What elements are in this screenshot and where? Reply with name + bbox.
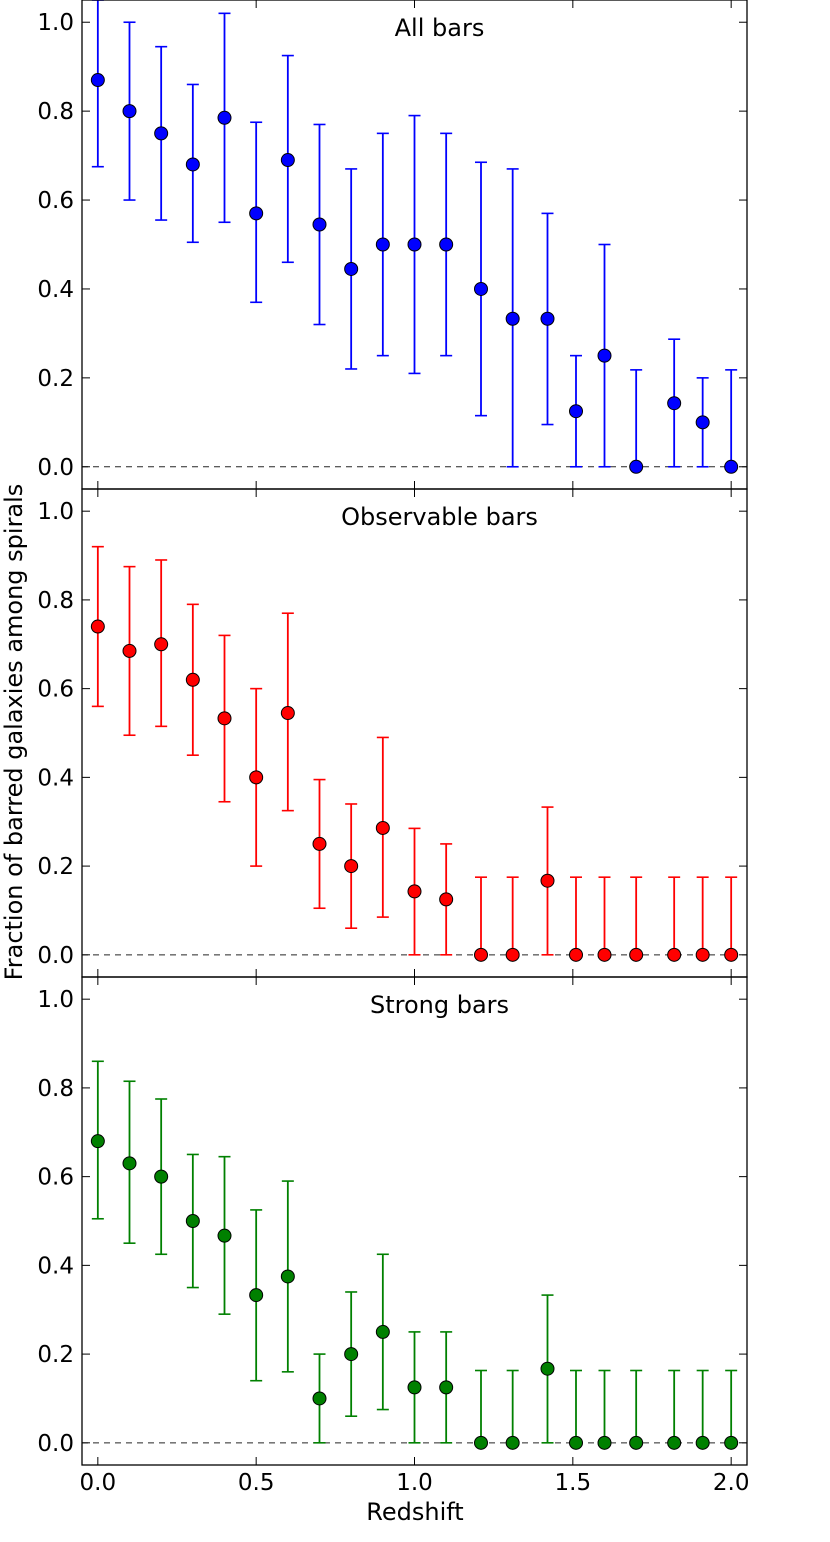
- data-point: [90, 619, 105, 634]
- x-tick-label: 1.0: [396, 1470, 433, 1496]
- y-tick-label: 0.2: [37, 366, 74, 392]
- panel-3: 0.0 0.2 0.4 0.6 0.8 1.0 0.0 0.5 1.0 1.5 2.0 Strong …: [37, 976, 750, 1496]
- data-point: [597, 348, 612, 363]
- y-tick-label: 0.0: [37, 943, 74, 969]
- y-tick-label: 0.2: [37, 1342, 74, 1368]
- y-tick-label: 0.8: [37, 1076, 74, 1102]
- data-point: [540, 311, 555, 326]
- data-point: [667, 947, 682, 962]
- data-point: [312, 1391, 327, 1406]
- data-point: [695, 1435, 710, 1450]
- data-point: [122, 643, 137, 658]
- data-point: [217, 110, 232, 125]
- panel-frame: [81, 976, 748, 1466]
- x-tick-label: 1.5: [555, 1470, 592, 1496]
- data-point: [695, 415, 710, 430]
- data-point: [185, 1214, 200, 1228]
- data-point: [90, 73, 105, 88]
- data-point: [474, 281, 488, 296]
- y-tick-label: 0.2: [37, 854, 74, 880]
- data-point: [122, 1156, 137, 1171]
- panel-2: 0.0 0.2 0.4 0.6 0.8 1.0 Observable bars: [37, 488, 748, 978]
- data-point: [280, 706, 295, 721]
- data-point: [597, 947, 612, 962]
- x-tick-label: 0.5: [238, 1470, 275, 1496]
- data-point: [344, 859, 359, 874]
- data-point: [629, 459, 644, 474]
- data-point: [597, 1435, 612, 1450]
- panel-title: Strong bars: [370, 991, 509, 1019]
- data-point: [217, 1228, 232, 1243]
- data-point: [280, 153, 295, 168]
- data-point: [629, 1435, 644, 1450]
- y-tick-label: 0.8: [37, 99, 74, 125]
- data-point: [122, 104, 137, 119]
- data-point: [540, 873, 555, 888]
- data-point: [629, 947, 644, 962]
- data-point: [540, 1361, 555, 1376]
- data-point: [505, 947, 520, 962]
- data-point: [312, 217, 327, 232]
- data-point: [280, 1269, 295, 1284]
- data-point: [344, 261, 359, 276]
- data-point: [249, 206, 264, 221]
- data-point: [407, 237, 422, 252]
- y-tick-label: 0.6: [37, 1165, 74, 1191]
- data-point: [375, 820, 390, 835]
- data-point: [695, 947, 710, 962]
- data-point: [90, 1134, 105, 1149]
- data-series: [90, 0, 739, 474]
- panel-title: All bars: [395, 14, 485, 42]
- data-point: [217, 711, 232, 726]
- data-point: [439, 237, 454, 252]
- y-tick-label: 1.0: [37, 10, 74, 36]
- y-tick-label: 1.0: [37, 987, 74, 1013]
- data-point: [407, 884, 422, 899]
- data-point: [724, 1435, 739, 1450]
- data-point: [344, 1347, 359, 1362]
- data-series: [90, 545, 739, 962]
- data-point: [312, 836, 327, 851]
- data-point: [185, 672, 200, 687]
- y-tick-label: 0.8: [37, 588, 74, 614]
- data-point: [569, 1435, 583, 1450]
- data-point: [154, 1169, 169, 1184]
- data-point: [667, 396, 682, 411]
- y-tick-label: 0.0: [37, 455, 74, 481]
- y-tick-label: 0.4: [37, 765, 74, 791]
- data-point: [375, 237, 390, 252]
- data-point: [439, 1380, 454, 1395]
- x-axis-title: Redshift: [366, 1498, 463, 1526]
- y-tick-label: 0.0: [37, 1431, 74, 1457]
- data-point: [154, 126, 169, 141]
- y-tick-label: 0.6: [37, 677, 74, 703]
- y-tick-label: 0.4: [37, 277, 74, 303]
- data-point: [375, 1324, 390, 1339]
- data-point: [474, 1435, 488, 1450]
- panel-1: 0.0 0.2 0.4 0.6 0.8 1.0 All bars: [37, 0, 748, 490]
- y-tick-label: 1.0: [37, 499, 74, 525]
- data-point: [569, 404, 583, 419]
- y-tick-label: 0.4: [37, 1253, 74, 1279]
- data-point: [249, 770, 264, 785]
- data-point: [474, 947, 488, 962]
- x-tick-label: 0.0: [80, 1470, 117, 1496]
- y-axis-title: Fraction of barred galaxies among spiral…: [0, 484, 28, 981]
- data-series: [90, 1060, 739, 1450]
- data-point: [407, 1380, 422, 1395]
- data-point: [249, 1288, 264, 1303]
- data-point: [724, 459, 739, 474]
- y-tick-label: 0.6: [37, 188, 74, 214]
- panel-title: Observable bars: [341, 503, 538, 531]
- data-point: [185, 157, 200, 172]
- data-point: [154, 637, 169, 652]
- data-point: [667, 1435, 682, 1450]
- data-point: [569, 947, 583, 962]
- data-point: [724, 947, 739, 962]
- data-point: [505, 1435, 520, 1450]
- x-tick-label: 2.0: [713, 1470, 750, 1496]
- data-point: [505, 311, 520, 326]
- data-point: [439, 892, 454, 907]
